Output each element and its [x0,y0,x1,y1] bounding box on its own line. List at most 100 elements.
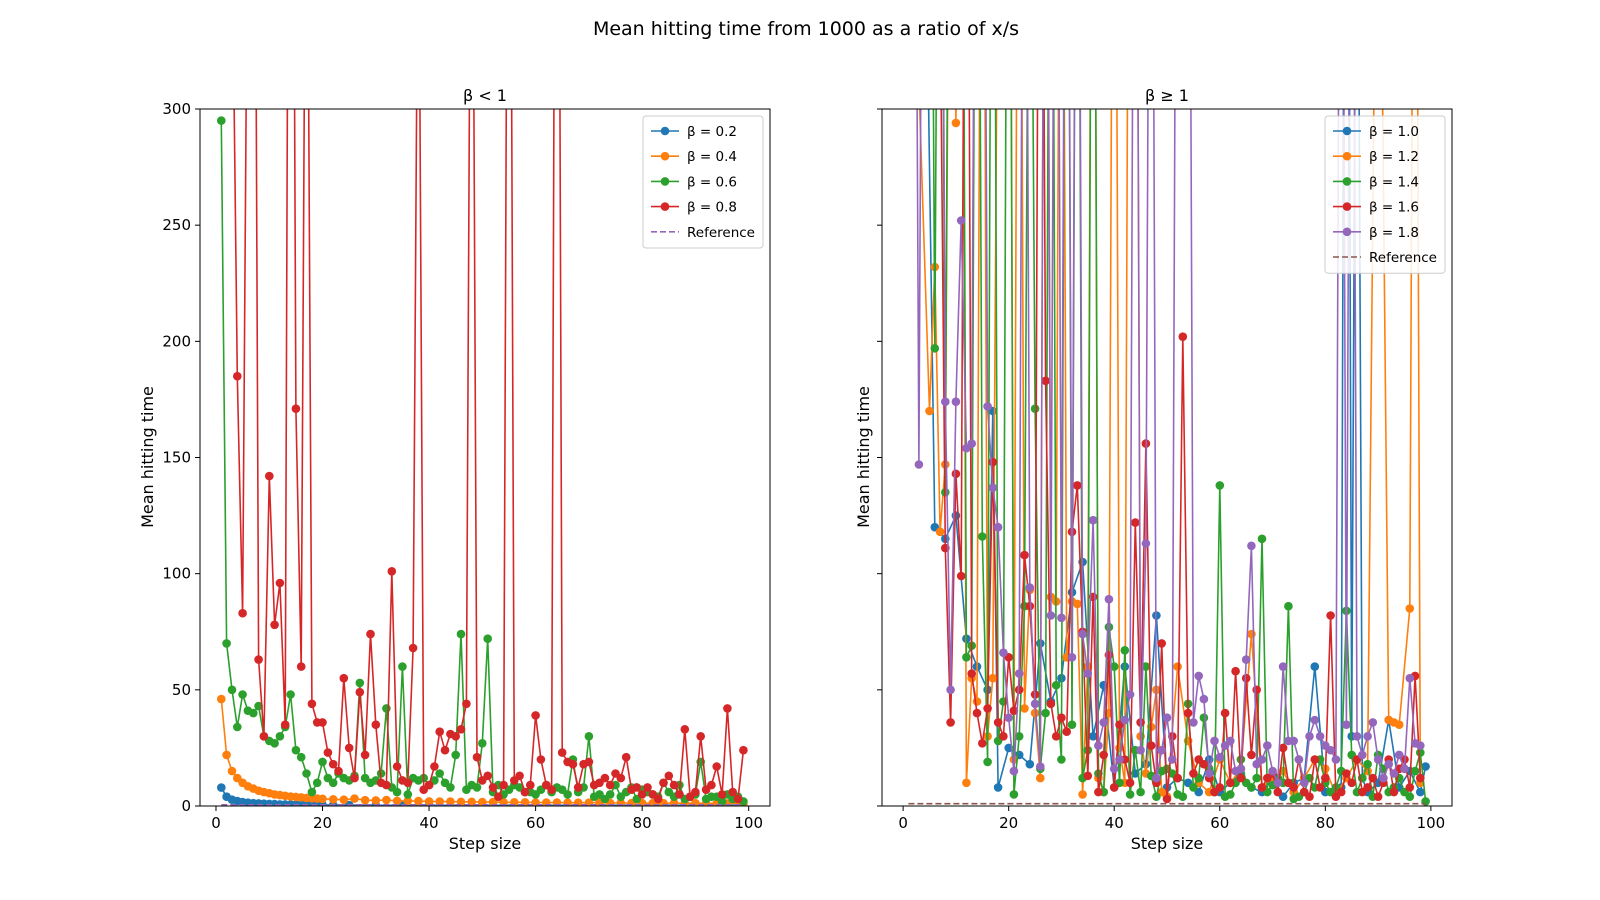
x-tick-label: 0 [898,814,908,832]
data-point [1083,669,1093,678]
legend-label: β = 1.6 [1369,200,1419,216]
data-point [1152,773,1161,783]
data-point [983,757,992,767]
data-point [951,397,961,407]
data-point [717,790,727,799]
y-axis-label: Mean hitting time [138,386,157,528]
data-point [392,796,402,806]
data-point [568,759,578,769]
data-point [1241,655,1251,664]
data-point [1009,706,1019,715]
data-point [557,748,567,757]
x-tick-label: 40 [420,814,439,832]
data-point [328,795,338,804]
data-point [1326,745,1335,755]
data-point [355,678,365,688]
data-point [1189,718,1198,727]
data-point [1136,745,1145,755]
data-point [1120,715,1130,725]
y-tick-label: 0 [181,797,191,815]
data-point [696,732,705,741]
y-tick-label: 250 [162,216,191,234]
data-point [1373,792,1383,801]
data-point [1067,720,1077,729]
data-point [1009,766,1019,776]
data-point [323,748,333,757]
data-point [1094,787,1103,797]
data-point [1416,741,1425,750]
data-point [414,796,423,806]
data-point [302,769,311,778]
data-point [680,725,690,734]
data-point [249,708,258,718]
data-point [1257,534,1267,544]
data-point [1146,741,1156,750]
data-point [1241,673,1251,683]
data-point [951,469,961,479]
data-point [227,685,237,695]
data-point [318,794,327,804]
x-tick-label: 80 [1316,814,1335,832]
plot-area [217,109,748,806]
data-point [1189,769,1198,778]
data-point [1363,732,1372,741]
data-point [1331,755,1341,764]
data-point [1421,762,1430,771]
panel-left: β < 1 0 20 40 60 80 100 0 50 100 150 200 250 300 Ste… [138,86,771,853]
data-point [270,739,279,748]
data-point [488,797,498,806]
x-tick-label: 100 [1417,814,1446,832]
data-point [1020,550,1029,560]
data-point [972,708,982,718]
data-point [1215,481,1225,490]
data-point [967,439,976,448]
data-point [286,690,295,699]
data-point [328,759,338,769]
legend-marker [660,202,670,211]
data-point [1125,690,1135,699]
x-tick-label: 40 [1105,814,1124,832]
data-point [600,773,610,783]
data-point [366,629,375,639]
data-point [1315,732,1325,741]
data-point [1004,713,1013,722]
data-point [1030,699,1040,709]
data-point [1083,771,1093,781]
data-point [446,783,455,792]
data-point [1025,601,1035,611]
data-point [1257,755,1267,764]
data-point [1073,481,1082,490]
legend-marker [1342,151,1352,161]
data-point [1088,732,1098,741]
data-point [1236,764,1246,774]
data-point [1252,773,1261,783]
x-tick-label: 60 [1210,814,1229,832]
data-point [573,783,583,792]
data-point [1152,792,1161,801]
data-point [1131,518,1140,527]
data-point [1394,750,1404,760]
figure-title: Mean hitting time from 1000 as a ratio o… [593,18,1019,40]
data-point [951,118,961,128]
data-point [291,745,301,755]
legend-label: β = 1.4 [1369,174,1419,190]
data-point [376,769,386,778]
data-point [344,743,354,753]
data-point [675,790,684,799]
data-point [355,687,365,697]
data-point [988,673,998,683]
data-point [1299,778,1309,788]
x-tick-label: 80 [633,814,652,832]
data-point [733,794,743,804]
data-point [616,773,626,783]
y-tick-label: 100 [162,565,191,583]
data-point [1109,783,1119,792]
data-point [296,752,306,762]
legend-marker [1342,202,1352,211]
data-point [1041,708,1050,718]
data-point [1183,708,1193,718]
data-point [1025,759,1035,769]
plot-area [908,109,1430,806]
data-point [1247,541,1256,551]
data-point [1352,732,1362,741]
